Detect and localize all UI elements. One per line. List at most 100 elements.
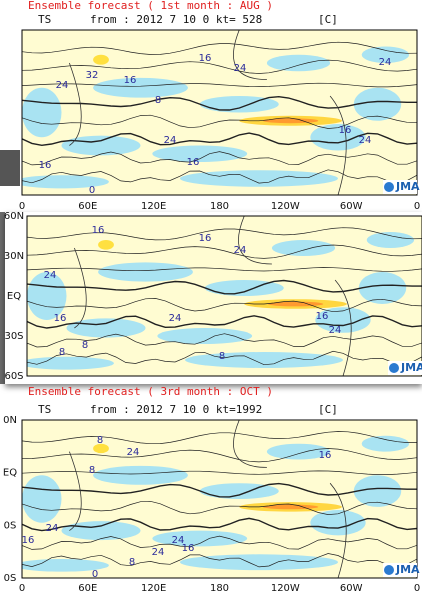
warm-anomaly — [267, 301, 324, 307]
contour-label: 24 — [172, 535, 185, 546]
forecast-info: from : 2012 7 10 0 kt= 528 — [90, 13, 262, 26]
contour-label: 8 — [89, 465, 95, 476]
contour-label: 24 — [234, 63, 247, 74]
contour-label: 8 — [219, 351, 225, 362]
lon-label: 180 — [210, 201, 229, 212]
cold-anomaly — [353, 87, 402, 121]
contour — [27, 315, 422, 329]
contour-label: 0 — [92, 569, 98, 580]
cold-anomaly — [366, 232, 415, 248]
map-background — [27, 216, 422, 376]
lon-label: 120W — [271, 583, 300, 594]
contour — [27, 279, 422, 295]
contour — [27, 267, 422, 272]
coastline — [69, 30, 347, 195]
cold-anomaly — [93, 77, 188, 98]
cold-anomaly — [266, 54, 331, 72]
contour-label: 16 — [54, 313, 67, 324]
contour — [22, 448, 417, 463]
lat-label: EQ — [3, 468, 17, 479]
contour — [22, 82, 417, 88]
panel: Ensemble forecast ( 3rd month : OCT ) TS f… — [3, 385, 420, 594]
cold-anomaly — [98, 262, 193, 282]
lon-label: 60E — [78, 201, 97, 212]
lat-label: EQ — [7, 291, 21, 302]
contour — [22, 500, 417, 515]
cold-anomaly — [361, 46, 410, 63]
cold-anomaly — [358, 272, 407, 304]
cold-anomaly — [61, 135, 141, 156]
contour-label: 24 — [359, 135, 372, 146]
warm-anomaly — [262, 504, 319, 510]
contour — [22, 41, 417, 55]
contour-label: 16 — [316, 311, 329, 322]
contour — [22, 114, 417, 129]
lon-label: 120E — [141, 583, 166, 594]
contour — [22, 517, 417, 532]
contour-label: 32 — [86, 70, 99, 81]
logo-icon — [384, 182, 394, 192]
contour-label: 8 — [97, 435, 103, 446]
warm-anomaly — [262, 118, 319, 124]
cold-anomaly — [22, 475, 62, 523]
unit: [C] — [318, 13, 338, 26]
map-frame — [26, 215, 422, 377]
lon-label: 0 — [414, 583, 420, 594]
contour-label: 16 — [199, 233, 212, 244]
contour-label: 16 — [339, 125, 352, 136]
lon-label: 120E — [141, 201, 166, 212]
contour-label: 16 — [182, 543, 195, 554]
cold-anomaly — [66, 318, 146, 338]
contour-label: 24 — [56, 80, 69, 91]
cold-anomaly — [271, 240, 336, 256]
forecast-info: from : 2012 7 10 0 kt=1992 — [90, 403, 262, 416]
contour — [22, 535, 417, 550]
variable: TS — [38, 13, 51, 26]
lat-label: 0S — [4, 520, 17, 531]
lat-label: 0N — [3, 415, 17, 426]
logo: JMA — [400, 361, 422, 374]
contour — [22, 95, 417, 111]
lat-label: 0S — [4, 573, 17, 584]
cold-anomaly — [152, 530, 248, 547]
contour — [22, 431, 417, 445]
contour — [22, 482, 417, 498]
contour-label: 0 — [89, 185, 95, 196]
contour — [27, 227, 422, 241]
cold-anomaly — [22, 87, 62, 138]
contour-label: 16 — [124, 75, 137, 86]
background-window — [0, 150, 20, 186]
map — [27, 216, 422, 376]
cold-anomaly — [361, 435, 410, 452]
contour-label: 24 — [152, 547, 165, 558]
cold-anomaly — [315, 307, 371, 333]
contour — [27, 333, 422, 348]
contour-label: 16 — [39, 160, 52, 171]
contour — [22, 169, 417, 184]
coastline — [69, 420, 347, 578]
contour — [27, 298, 422, 313]
map — [22, 420, 417, 578]
unit: [C] — [318, 403, 338, 416]
logo-icon — [389, 363, 399, 373]
cold-anomaly — [180, 170, 338, 187]
logo: JMA — [395, 180, 420, 193]
contour-label: 24 — [46, 523, 59, 534]
cold-anomaly — [27, 272, 67, 320]
cold-anomaly — [185, 352, 343, 368]
contour-label: 16 — [319, 450, 332, 461]
contour-label: 24 — [169, 313, 182, 324]
contour — [22, 132, 417, 147]
warm-anomaly — [93, 443, 109, 454]
lat-label: 60S — [4, 371, 23, 382]
lat-label: 30S — [4, 331, 23, 342]
contour-label: 24 — [234, 245, 247, 256]
cold-anomaly — [310, 124, 366, 151]
lat-label: 30N — [4, 251, 24, 262]
contour-label: 16 — [92, 225, 105, 236]
lon-label: 120W — [271, 201, 300, 212]
cold-anomaly — [310, 510, 366, 536]
